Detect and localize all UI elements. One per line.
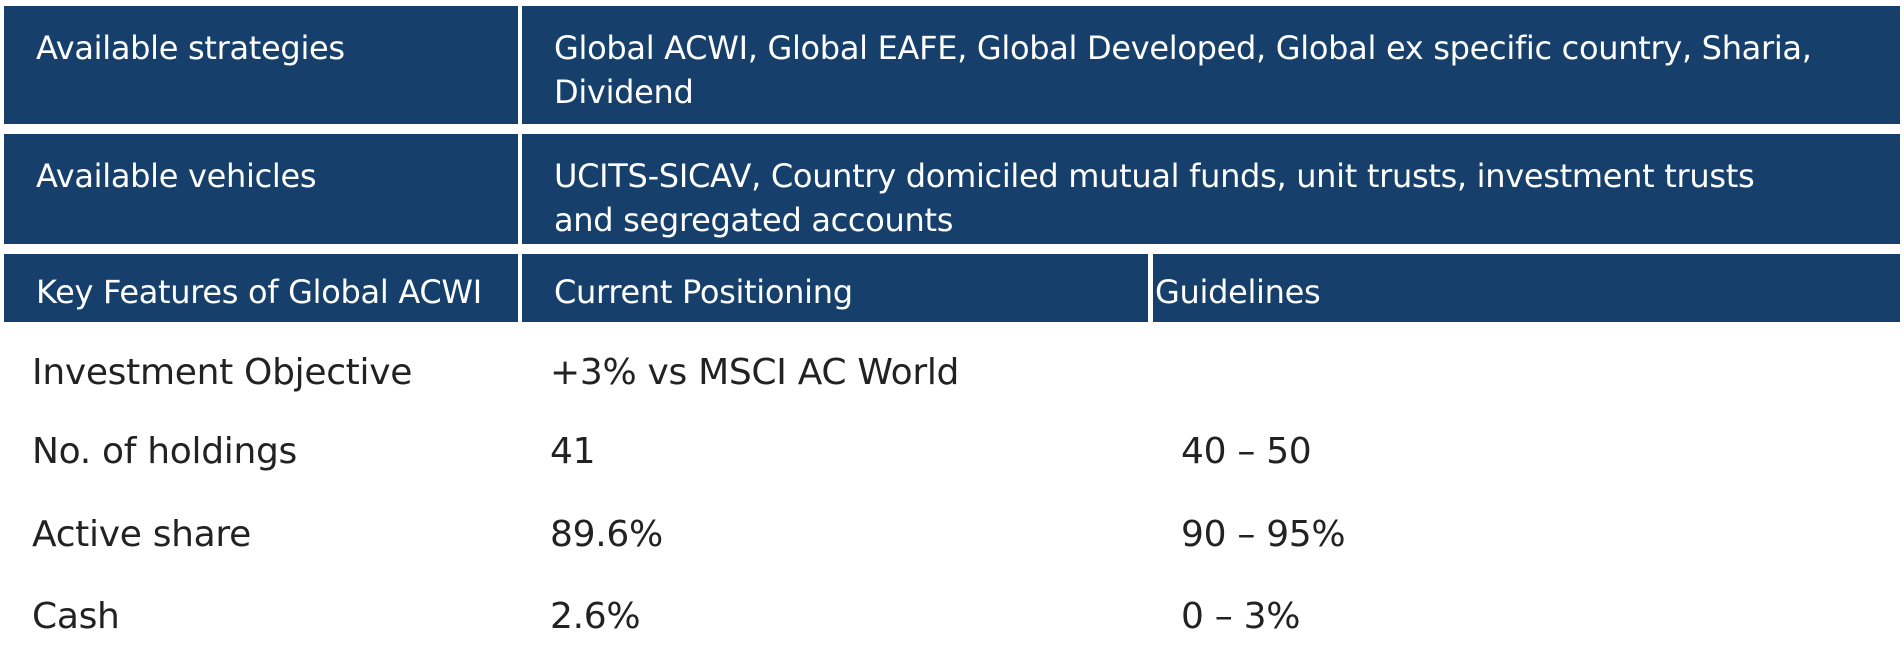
- strategies-value: Global ACWI, Global EAFE, Global Develop…: [554, 29, 1812, 111]
- row-guideline-active-share: 90 – 95%: [1181, 514, 1346, 555]
- row-feature-holdings: No. of holdings: [32, 431, 297, 472]
- row-current-investment-objective: +3% vs MSCI AC World: [550, 352, 960, 393]
- row-guideline-holdings: 40 – 50: [1181, 431, 1312, 472]
- header-guidelines-label: Guidelines: [1155, 273, 1321, 311]
- strategies-label-cell: Available strategies: [4, 6, 518, 124]
- row-feature-active-share: Active share: [32, 514, 251, 555]
- vehicles-value-cell: UCITS-SICAV, Country domiciled mutual fu…: [522, 134, 1900, 244]
- vehicles-value: UCITS-SICAV, Country domiciled mutual fu…: [554, 157, 1755, 239]
- header-current-positioning-label: Current Positioning: [554, 273, 853, 311]
- row-current-active-share: 89.6%: [550, 514, 663, 555]
- header-guidelines: Guidelines: [1153, 254, 1900, 322]
- row-feature-cash: Cash: [32, 596, 120, 637]
- vehicles-label-cell: Available vehicles: [4, 134, 518, 244]
- row-guideline-cash: 0 – 3%: [1181, 596, 1301, 637]
- row-current-holdings: 41: [550, 431, 596, 472]
- header-key-features-label: Key Features of Global ACWI: [36, 273, 482, 311]
- header-key-features: Key Features of Global ACWI: [4, 254, 518, 322]
- header-current-positioning: Current Positioning: [522, 254, 1148, 322]
- vehicles-label: Available vehicles: [36, 157, 317, 195]
- strategies-value-cell: Global ACWI, Global EAFE, Global Develop…: [522, 6, 1900, 124]
- strategies-label: Available strategies: [36, 29, 345, 67]
- row-current-cash: 2.6%: [550, 596, 641, 637]
- row-feature-investment-objective: Investment Objective: [32, 352, 413, 393]
